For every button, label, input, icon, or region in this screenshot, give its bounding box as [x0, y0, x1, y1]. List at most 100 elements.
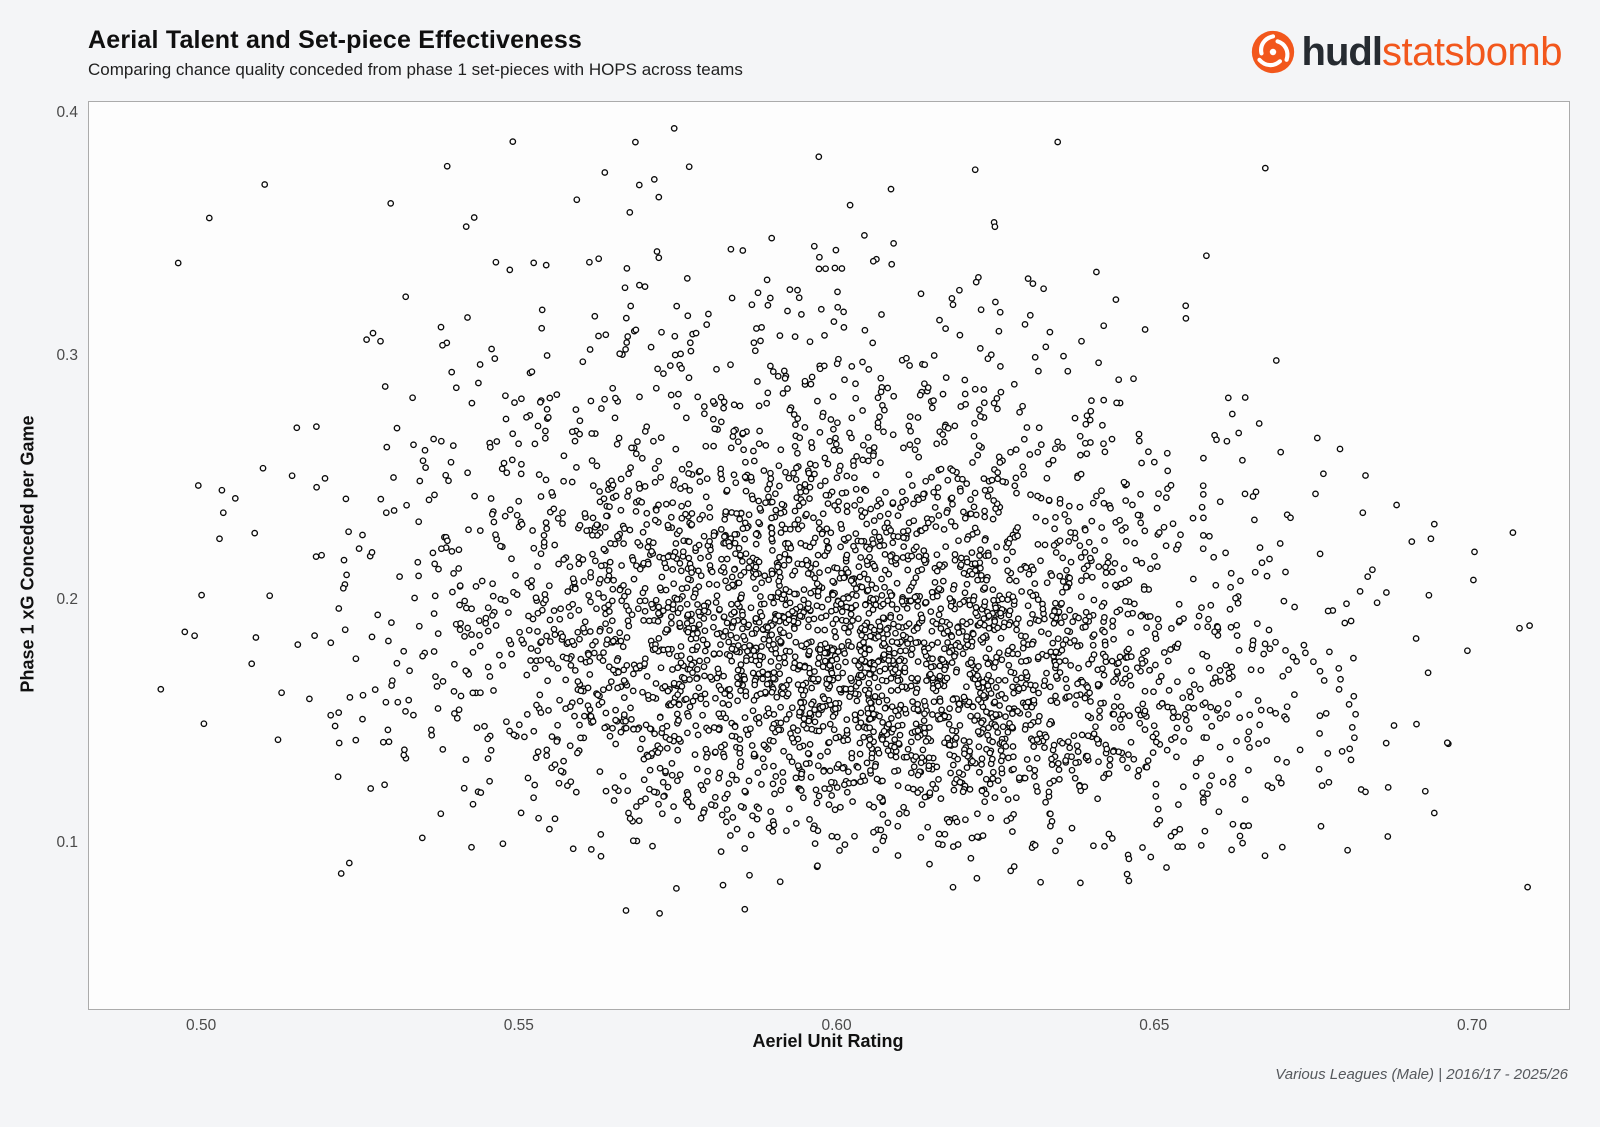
data-point: [535, 814, 542, 822]
data-point: [541, 591, 549, 598]
data-point: [1352, 710, 1359, 718]
data-point: [1176, 617, 1183, 625]
data-point: [861, 650, 869, 658]
data-point: [693, 666, 701, 673]
data-point: [772, 506, 780, 514]
data-point: [1081, 549, 1089, 556]
data-point: [266, 592, 274, 600]
data-point: [746, 558, 753, 565]
data-point: [629, 837, 637, 845]
data-point: [956, 778, 964, 786]
data-point: [1073, 742, 1081, 750]
data-point: [1249, 641, 1257, 649]
data-point: [841, 376, 848, 384]
data-point: [437, 437, 445, 445]
data-point: [971, 524, 979, 532]
data-point: [530, 727, 538, 735]
data-point: [877, 459, 884, 467]
data-point: [914, 789, 922, 796]
data-point: [904, 566, 912, 574]
data-point: [921, 710, 928, 718]
data-point: [997, 609, 1004, 617]
data-point: [1022, 657, 1030, 665]
data-point: [878, 575, 885, 583]
data-point: [887, 527, 895, 534]
data-point: [912, 753, 920, 760]
data-point: [1237, 577, 1244, 585]
data-point: [785, 753, 793, 761]
data-point: [542, 261, 550, 269]
data-point: [1146, 666, 1153, 674]
data-point: [683, 275, 691, 282]
data-point: [1255, 420, 1263, 427]
data-point: [613, 440, 621, 448]
data-point: [792, 638, 800, 646]
data-point: [782, 586, 790, 593]
data-point: [769, 368, 777, 375]
data-point: [710, 532, 718, 540]
data-point: [1032, 513, 1040, 521]
data-point: [960, 737, 968, 744]
data-point: [1047, 697, 1055, 705]
data-point: [956, 286, 963, 294]
data-point: [730, 401, 738, 409]
data-point: [656, 764, 664, 772]
data-point: [579, 556, 587, 563]
data-point: [988, 755, 996, 763]
data-point: [1162, 542, 1170, 550]
data-point: [906, 362, 913, 369]
data-point: [1149, 749, 1157, 756]
data-point: [1115, 376, 1123, 384]
data-point: [1064, 627, 1071, 635]
data-point: [602, 787, 610, 795]
data-point: [914, 733, 922, 741]
data-point: [797, 787, 805, 794]
data-point: [216, 535, 223, 543]
data-point: [521, 733, 528, 741]
data-point: [468, 843, 475, 851]
data-point: [1222, 549, 1229, 557]
data-point: [555, 779, 563, 787]
data-point: [1143, 763, 1151, 771]
data-point: [786, 286, 794, 293]
data-point: [922, 477, 930, 485]
data-point: [889, 431, 897, 439]
data-point: [939, 577, 947, 585]
data-point: [1106, 755, 1114, 763]
data-point: [1470, 576, 1477, 584]
data-point: [808, 373, 816, 381]
data-point: [806, 460, 814, 468]
data-point: [796, 612, 804, 620]
data-point: [1155, 529, 1163, 536]
data-point: [979, 832, 987, 839]
data-point: [786, 525, 794, 533]
data-point: [917, 290, 925, 298]
data-point: [755, 558, 763, 566]
data-point: [908, 674, 915, 682]
data-point: [1100, 440, 1107, 448]
data-point: [1084, 752, 1091, 760]
data-point: [716, 605, 723, 613]
data-point: [540, 532, 548, 539]
data-point: [1005, 705, 1013, 712]
data-point: [1042, 343, 1050, 351]
data-point: [596, 768, 604, 775]
data-point: [811, 706, 818, 714]
data-point: [1246, 744, 1253, 751]
data-point: [663, 626, 671, 633]
data-point: [1138, 459, 1145, 467]
data-point: [723, 806, 731, 813]
data-point: [1032, 682, 1039, 689]
data-point: [415, 622, 423, 630]
data-point: [689, 697, 697, 705]
data-point: [1101, 614, 1108, 621]
data-point: [1139, 844, 1146, 851]
data-point: [513, 511, 521, 519]
data-point: [977, 546, 984, 554]
data-point: [628, 444, 635, 452]
data-point: [838, 643, 846, 650]
data-point: [1152, 661, 1159, 669]
data-point: [781, 375, 789, 382]
data-point: [564, 588, 572, 595]
data-point: [923, 677, 930, 684]
